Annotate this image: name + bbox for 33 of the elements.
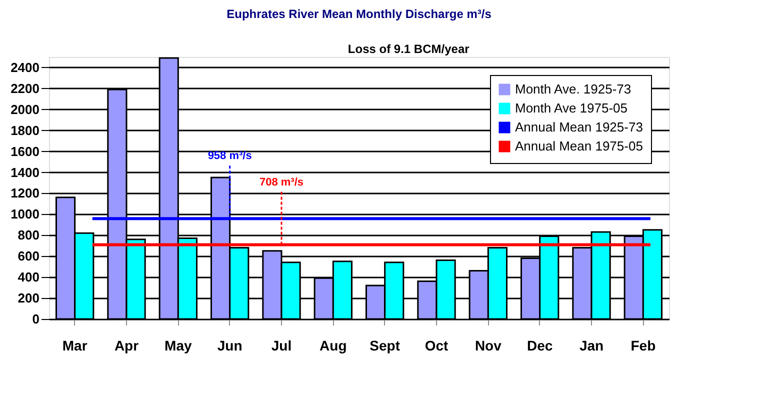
y-tick-label: 2000 bbox=[10, 102, 40, 117]
x-tick-label: Sept bbox=[370, 338, 400, 354]
legend-label: Annual Mean 1975-05 bbox=[515, 138, 643, 154]
y-tick-label: 1800 bbox=[10, 122, 40, 138]
text: Loss of 9.1 BCM/year bbox=[348, 42, 470, 56]
y-tick-label: 0 bbox=[32, 312, 40, 326]
chart-title: Euphrates River Mean Monthly Discharge m³/s bbox=[226, 7, 492, 21]
annotation: 708 m³/s bbox=[259, 176, 304, 188]
x-tick-label: Feb bbox=[630, 338, 656, 354]
x-tick-label: Aug bbox=[320, 338, 347, 354]
y-tick-label: 1200 bbox=[10, 186, 40, 201]
x-tick-label: Oct bbox=[424, 338, 449, 354]
x-tick-label: Jan bbox=[579, 338, 604, 354]
y-tick-label: 2400 bbox=[10, 60, 40, 75]
x-tick-label: Nov bbox=[474, 338, 502, 354]
legend-label: Annual Mean 1925-73 bbox=[515, 120, 643, 134]
x-tick-label: May bbox=[164, 338, 192, 354]
y-tick-label: 1400 bbox=[10, 164, 40, 180]
y-tick-label: 200 bbox=[18, 290, 40, 306]
x-tick-label: Dec bbox=[526, 338, 553, 354]
legend-label: Month Ave. 1925-73 bbox=[515, 82, 632, 96]
y-tick-label: 2200 bbox=[10, 80, 40, 96]
x-tick-label: Jul bbox=[271, 338, 292, 354]
y-tick-label: 1600 bbox=[10, 144, 40, 159]
y-tick-label: 400 bbox=[18, 270, 40, 285]
x-tick-label: Mar bbox=[62, 338, 88, 354]
x-tick-label: Jun bbox=[217, 338, 242, 354]
y-tick-label: 600 bbox=[18, 248, 40, 264]
legend-label: Month Ave 1975-05 bbox=[515, 100, 628, 116]
y-tick-label: 800 bbox=[18, 228, 40, 243]
x-tick-label: Apr bbox=[114, 338, 140, 354]
annotation: 958 m³/s bbox=[208, 150, 252, 162]
y-tick-label: 1000 bbox=[10, 206, 40, 222]
